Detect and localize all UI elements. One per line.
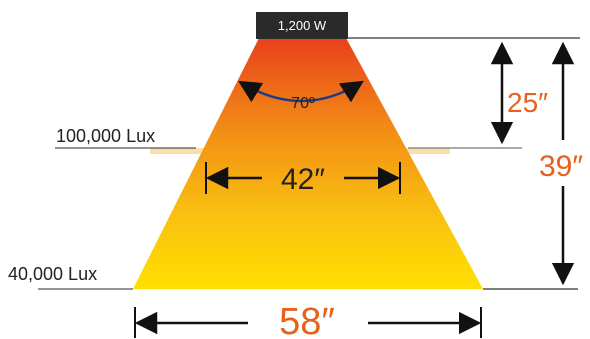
upper-lux-band — [150, 148, 450, 154]
upper-lux-label: 100,000 Lux — [56, 126, 155, 146]
light-beam-cone — [133, 38, 483, 289]
beam-angle-label: 70º — [291, 95, 315, 112]
upper-width-label: 42″ — [281, 163, 325, 196]
lamp-wattage-label: 1,200 W — [278, 18, 327, 33]
lower-lux-label: 40,000 Lux — [8, 264, 97, 284]
lower-width-label: 58″ — [279, 301, 335, 339]
lamp-box — [256, 12, 348, 39]
upper-distance-label: 25″ — [507, 87, 548, 118]
beam-angle-arc — [238, 80, 364, 103]
lower-distance-label: 39″ — [539, 150, 583, 183]
